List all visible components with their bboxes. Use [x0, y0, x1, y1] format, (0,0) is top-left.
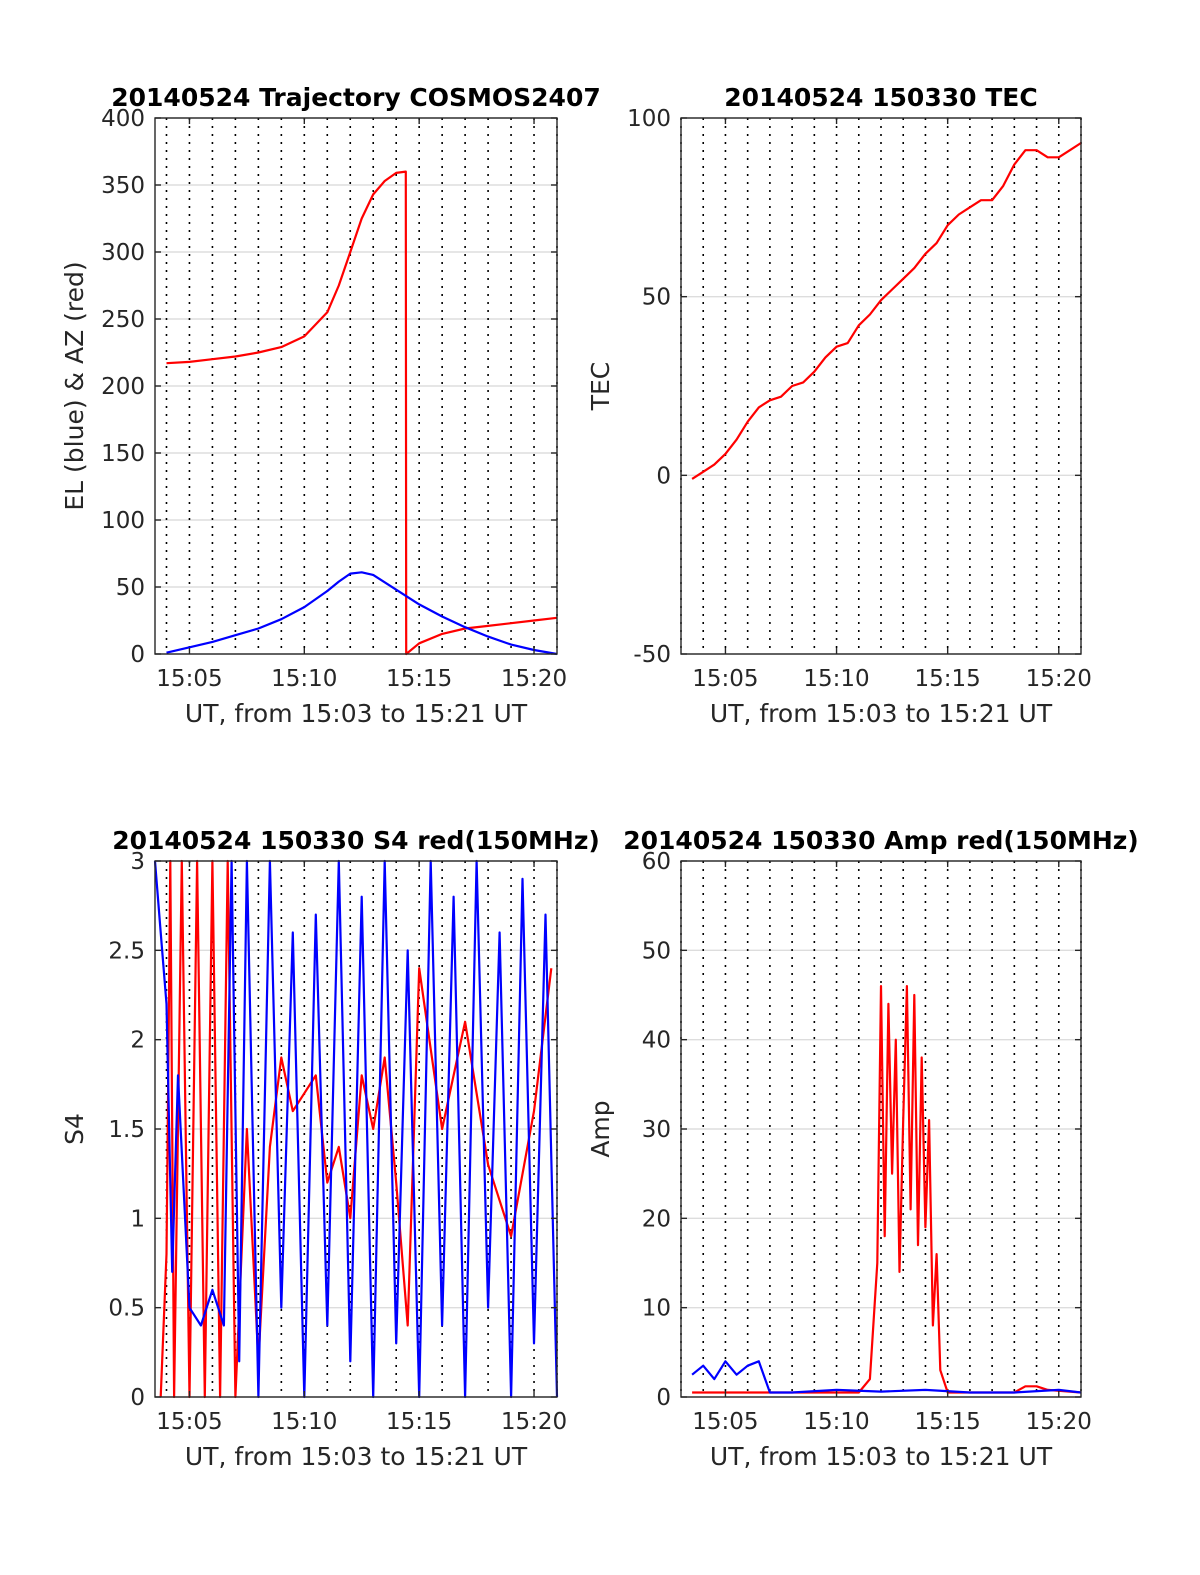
y-tick-label: 350: [101, 173, 145, 199]
x-tick-label: 15:15: [915, 666, 981, 692]
y-tick-label: 50: [642, 285, 671, 311]
y-tick-label: 200: [101, 374, 145, 400]
y-tick-label: 0: [130, 1385, 145, 1411]
y-tick-label: 3: [130, 849, 145, 875]
y-tick-label: 100: [101, 508, 145, 534]
y-tick-label: 0: [656, 463, 671, 489]
y-tick-label: 100: [627, 106, 671, 132]
x-tick-label: 15:20: [1026, 666, 1092, 692]
y-tick-label: 150: [101, 441, 145, 467]
x-tick-label: 15:05: [692, 1409, 758, 1435]
y-tick-label: 2: [130, 1028, 145, 1054]
x-tick-label: 15:10: [271, 666, 337, 692]
y-tick-label: 10: [642, 1296, 671, 1322]
y-tick-label: 0.5: [108, 1296, 145, 1322]
chart-title: 20140524 150330 S4 red(150MHz): [112, 826, 600, 855]
x-tick-label: 15:20: [501, 1409, 567, 1435]
x-tick-label: 15:05: [692, 666, 758, 692]
x-tick-label: 15:05: [156, 666, 222, 692]
amp-panel: 0 10 20 30 40 50 60 15:05 15:10 15:15 15:20 2014052…: [586, 826, 1139, 1471]
x-tick-label: 15:15: [386, 666, 452, 692]
blue-series-line: [166, 571, 558, 656]
x-tick-label: 15:15: [915, 1409, 981, 1435]
chart-title: 20140524 150330 TEC: [724, 83, 1037, 112]
red-series-line: [166, 170, 558, 656]
red-series-line: [691, 142, 1082, 480]
red-series-line: [159, 859, 553, 1399]
y-tick-label: 0: [656, 1385, 671, 1411]
y-tick-label: 300: [101, 240, 145, 266]
y-tick-label: 1: [130, 1206, 145, 1232]
y-tick-label: 20: [642, 1206, 671, 1232]
trajectory-panel: 0 50 100 150 200 250 300 350 400 15:05 15:10 15:15 1…: [60, 83, 601, 728]
x-axis-label: UT, from 15:03 to 15:21 UT: [710, 1442, 1053, 1471]
y-tick-label: 30: [642, 1117, 671, 1143]
chart-title: 20140524 150330 Amp red(150MHz): [623, 826, 1139, 855]
blue-series-line: [691, 1360, 1082, 1394]
x-tick-label: 15:20: [501, 666, 567, 692]
x-tick-label: 15:10: [803, 666, 869, 692]
chart-title: 20140524 Trajectory COSMOS2407: [111, 83, 601, 112]
y-tick-label: 40: [642, 1028, 671, 1054]
y-tick-label: 0: [130, 642, 145, 668]
y-tick-label: 400: [101, 106, 145, 132]
axes-frame: [680, 117, 1082, 655]
y-axis-label: TEC: [586, 362, 615, 412]
x-tick-label: 15:05: [156, 1409, 222, 1435]
y-axis-label: Amp: [586, 1100, 615, 1157]
x-tick-label: 15:10: [803, 1409, 869, 1435]
y-tick-label: 50: [116, 575, 145, 601]
red-series-line: [692, 984, 1082, 1394]
s4-panel: 0 0.5 1 1.5 2 2.5 3 15:05 15:10 15:15 15:20 2014052…: [60, 826, 600, 1471]
x-axis-label: UT, from 15:03 to 15:21 UT: [185, 699, 528, 728]
x-axis-label: UT, from 15:03 to 15:21 UT: [710, 699, 1053, 728]
y-tick-label: 60: [642, 849, 671, 875]
x-tick-label: 15:10: [271, 1409, 337, 1435]
y-axis-label: EL (blue) & AZ (red): [60, 261, 89, 510]
y-axis-label: S4: [60, 1113, 89, 1145]
y-tick-label: 250: [101, 307, 145, 333]
y-tick-label: 50: [642, 938, 671, 964]
y-tick-label: 1.5: [108, 1117, 145, 1143]
x-axis-label: UT, from 15:03 to 15:21 UT: [185, 1442, 528, 1471]
tec-panel: -50 0 50 100 15:05 15:10 15:15 15:20 20140524 15…: [586, 83, 1092, 728]
y-tick-label: 2.5: [108, 938, 145, 964]
x-tick-label: 15:20: [1026, 1409, 1092, 1435]
x-tick-label: 15:15: [386, 1409, 452, 1435]
y-tick-label: -50: [633, 642, 671, 668]
